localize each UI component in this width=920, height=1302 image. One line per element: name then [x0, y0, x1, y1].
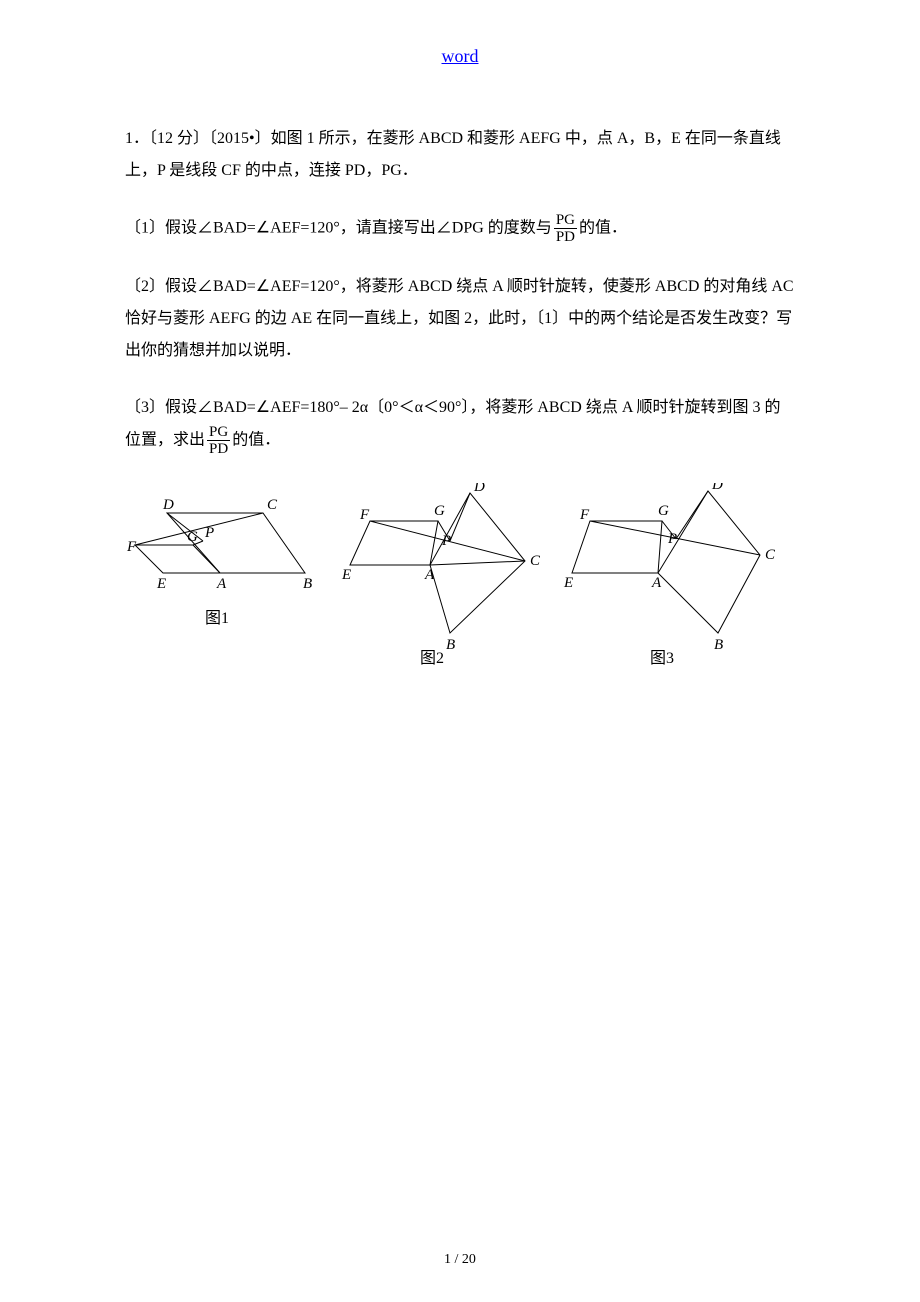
- svg-text:D: D: [711, 483, 723, 493]
- svg-text:B: B: [303, 576, 312, 592]
- figure-3: D F GP E A C B 图3: [550, 483, 775, 673]
- header-link: word: [125, 40, 795, 73]
- svg-text:A: A: [424, 567, 435, 583]
- svg-text:E: E: [563, 575, 573, 591]
- svg-text:P: P: [667, 531, 677, 547]
- svg-text:E: E: [341, 567, 351, 583]
- sub-problem-3: 〔3〕假设∠BAD=∠AEF=180°– 2α〔0°＜α＜90°〕，将菱形 AB…: [125, 392, 795, 458]
- fraction-pg-pd-1: PGPD: [554, 212, 577, 246]
- sub-problem-1: 〔1〕假设∠BAD=∠AEF=120°，请直接写出∠DPG 的度数与PGPD的值…: [125, 212, 795, 246]
- fraction-numerator: PG: [554, 212, 577, 230]
- svg-text:E: E: [156, 576, 166, 592]
- figure-2: D F GP E A C B图2: [330, 483, 540, 673]
- svg-text:G: G: [187, 529, 198, 545]
- svg-text:图2: 图2: [420, 650, 444, 667]
- svg-text:D: D: [473, 483, 485, 495]
- svg-text:图3: 图3: [650, 650, 674, 667]
- word-link[interactable]: word: [442, 46, 479, 66]
- problem-intro: 1．〔12 分〕〔2015•〕如图 1 所示，在菱形 ABCD 和菱形 AEFG…: [125, 123, 795, 187]
- figures-container: DCFGPEAB图1 DFGPEACB图2 DFGPEACB图3: [125, 483, 795, 673]
- fraction-numerator: PG: [207, 424, 230, 442]
- part1-prefix: 〔1〕假设∠BAD=∠AEF=120°，请直接写出∠DPG 的度数与: [125, 219, 552, 236]
- fraction-denominator: PD: [554, 229, 577, 246]
- svg-text:P: P: [204, 525, 214, 541]
- svg-text:F: F: [359, 507, 370, 523]
- part3-suffix: 的值．: [232, 431, 280, 448]
- part1-suffix: 的值．: [579, 219, 627, 236]
- svg-text:G: G: [434, 503, 445, 519]
- svg-text:A: A: [651, 575, 662, 591]
- svg-text:C: C: [267, 497, 278, 513]
- svg-text:B: B: [714, 637, 723, 653]
- svg-text:C: C: [530, 553, 540, 569]
- svg-text:B: B: [446, 637, 455, 653]
- svg-text:F: F: [126, 539, 137, 555]
- svg-text:A: A: [216, 576, 227, 592]
- svg-text:D: D: [162, 497, 174, 513]
- fraction-pg-pd-2: PGPD: [207, 424, 230, 458]
- fraction-denominator: PD: [207, 441, 230, 458]
- svg-text:图1: 图1: [205, 610, 229, 627]
- svg-text:P: P: [441, 533, 451, 549]
- figure-1: D C F GP E A B 图1: [125, 483, 320, 653]
- sub-problem-2: 〔2〕假设∠BAD=∠AEF=120°，将菱形 ABCD 绕点 A 顺时针旋转，…: [125, 271, 795, 367]
- svg-text:C: C: [765, 547, 775, 563]
- svg-text:G: G: [658, 503, 669, 519]
- svg-text:F: F: [579, 507, 590, 523]
- page-footer: 1 / 20: [0, 1247, 920, 1272]
